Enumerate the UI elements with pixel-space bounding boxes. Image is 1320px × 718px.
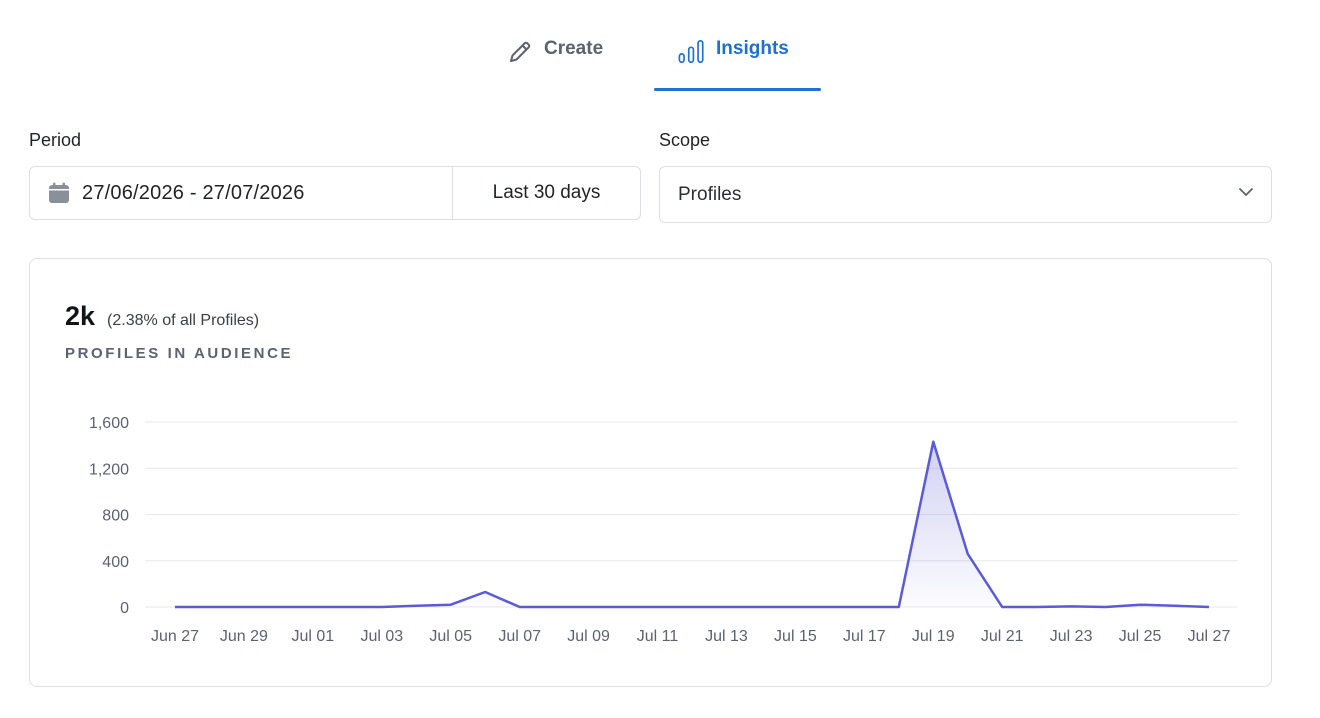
metric-summary: 2k (2.38% of all Profiles) <box>65 301 259 332</box>
period-label: Period <box>29 130 82 150</box>
x-tick-label: Jul 23 <box>1050 628 1093 645</box>
x-tick-label: Jul 03 <box>360 628 403 645</box>
calendar-icon <box>48 182 70 204</box>
x-tick-label: Jun 29 <box>220 628 268 645</box>
x-tick-label: Jul 11 <box>637 628 679 645</box>
scope-label: Scope <box>659 130 711 150</box>
metric-caption: PROFILES IN AUDIENCE <box>65 345 294 362</box>
x-tick-label: Jul 27 <box>1188 628 1231 645</box>
y-tick-label: 1,200 <box>89 461 129 478</box>
tab-insights-label: Insights <box>716 38 789 59</box>
x-tick-label: Jul 01 <box>292 628 335 645</box>
pencil-icon <box>506 38 534 66</box>
x-tick-label: Jul 19 <box>912 628 955 645</box>
series-line <box>175 440 1210 609</box>
bar-chart-icon <box>678 38 706 66</box>
x-tick-label: Jul 09 <box>567 628 610 645</box>
y-tick-label: 1,600 <box>89 415 129 432</box>
metric-value: 2k <box>65 301 96 331</box>
x-tick-label: Jul 15 <box>774 628 817 645</box>
tab-insights[interactable]: Insights <box>678 38 789 92</box>
scope-value: Profiles <box>678 183 742 205</box>
tab-create-label: Create <box>544 38 604 59</box>
profiles-line-chart: 0 400 800 1,200 1,600 Jun 27 Jun 29 Jul 01 Jul 0… <box>89 415 1238 645</box>
x-tick-label: Jul 25 <box>1119 628 1162 645</box>
x-tick-label: Jul 07 <box>498 628 541 645</box>
tab-create[interactable]: Create <box>506 38 603 92</box>
period-picker: 27/06/2026 - 27/07/2026 Last 30 days <box>29 166 641 220</box>
x-tick-label: Jul 13 <box>705 628 748 645</box>
x-tick-label: Jul 17 <box>843 628 886 645</box>
scope-select[interactable]: Profiles <box>659 166 1272 223</box>
tab-bar: Create Insights <box>0 0 1320 92</box>
audience-chart-card: 2k (2.38% of all Profiles) PROFILES IN A… <box>29 258 1272 687</box>
metric-percent: (2.38% of all Profiles) <box>107 312 260 329</box>
x-tick-label: Jul 21 <box>981 628 1024 645</box>
date-range-input[interactable]: 27/06/2026 - 27/07/2026 <box>30 167 452 219</box>
x-tick-label: Jul 05 <box>429 628 472 645</box>
y-tick-label: 800 <box>102 508 129 525</box>
y-tick-label: 400 <box>102 554 129 571</box>
series-area <box>175 441 1209 607</box>
chevron-down-icon <box>1237 183 1255 206</box>
active-tab-indicator <box>654 88 821 91</box>
x-tick-label: Jun 27 <box>151 628 199 645</box>
y-tick-label: 0 <box>120 600 129 617</box>
date-range-value: 27/06/2026 - 27/07/2026 <box>82 181 305 204</box>
period-preset-button[interactable]: Last 30 days <box>452 167 640 219</box>
